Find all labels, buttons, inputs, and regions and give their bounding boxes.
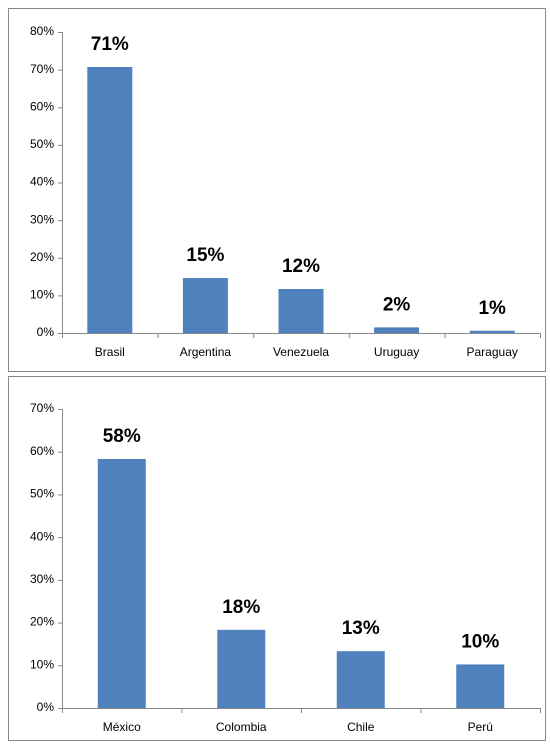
- x-tick-label: Perú: [468, 720, 493, 734]
- y-tick-label: 40%: [30, 529, 54, 543]
- x-tick-label: Argentina: [180, 345, 232, 359]
- data-label: 1%: [478, 298, 506, 319]
- bar: [374, 327, 420, 333]
- y-tick-label: 40%: [30, 175, 54, 189]
- bar: [87, 66, 133, 334]
- y-tick-label: 30%: [30, 212, 54, 226]
- x-tick-label: Paraguay: [467, 345, 518, 359]
- bar: [278, 288, 324, 333]
- y-tick-label: 20%: [30, 250, 54, 264]
- x-tick-label: Colombia: [216, 720, 267, 734]
- data-label: 10%: [461, 631, 499, 652]
- y-tick-label: 80%: [30, 24, 54, 38]
- y-tick-label: 10%: [30, 657, 54, 671]
- bar: [182, 278, 228, 333]
- y-tick-label: 50%: [30, 137, 54, 151]
- y-tick-label: 60%: [30, 444, 54, 458]
- x-tick-label: Uruguay: [374, 345, 419, 359]
- data-label: 2%: [383, 294, 411, 315]
- y-tick-label: 30%: [30, 572, 54, 586]
- x-tick-label: México: [103, 720, 141, 734]
- data-label: 58%: [103, 426, 141, 447]
- bar: [217, 629, 266, 708]
- data-label: 15%: [186, 245, 224, 266]
- x-tick-label: Chile: [347, 720, 375, 734]
- y-tick-label: 70%: [30, 401, 54, 415]
- data-label: 18%: [222, 597, 260, 618]
- y-tick-label: 60%: [30, 99, 54, 113]
- data-label: 71%: [91, 34, 129, 55]
- x-tick-label: Brasil: [95, 345, 125, 359]
- y-tick-label: 10%: [30, 288, 54, 302]
- y-tick-label: 0%: [37, 700, 55, 714]
- data-label: 12%: [282, 256, 320, 277]
- y-tick-label: 20%: [30, 615, 54, 629]
- y-tick-label: 0%: [37, 325, 55, 339]
- x-tick-label: Venezuela: [273, 345, 329, 359]
- bar: [469, 330, 515, 333]
- y-tick-label: 70%: [30, 62, 54, 76]
- bar: [97, 458, 146, 708]
- bar: [336, 651, 385, 708]
- y-tick-label: 50%: [30, 487, 54, 501]
- data-label: 13%: [342, 618, 380, 639]
- bar: [456, 664, 505, 708]
